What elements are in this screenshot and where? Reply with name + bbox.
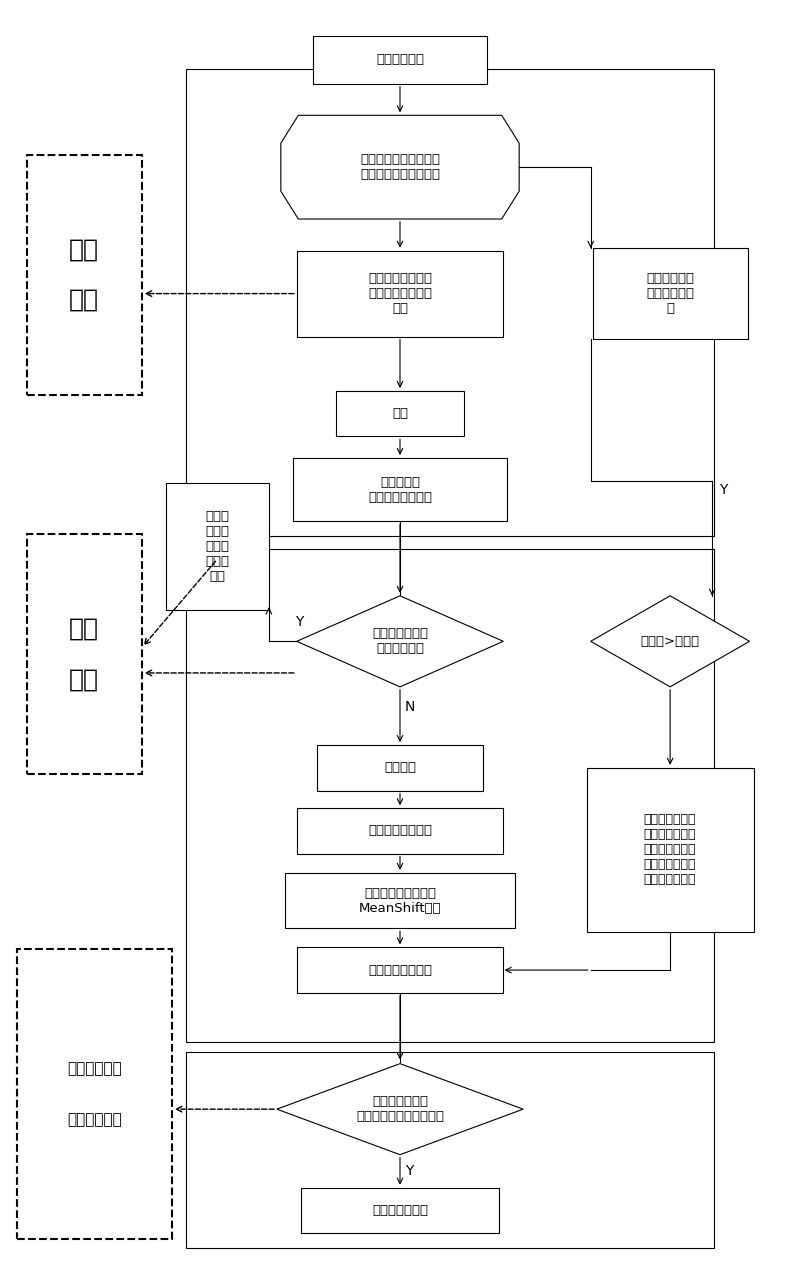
Text: 更新人头跟踪队列: 更新人头跟踪队列 bbox=[368, 824, 432, 837]
FancyBboxPatch shape bbox=[26, 533, 142, 775]
Text: 客流统计计数: 客流统计计数 bbox=[67, 1111, 122, 1126]
Text: 目标行为分析，
目标是否满足计数规则？: 目标行为分析， 目标是否满足计数规则？ bbox=[356, 1095, 444, 1123]
Text: 基于目标先验灰度统计
直方图的反向投影运算: 基于目标先验灰度统计 直方图的反向投影运算 bbox=[360, 154, 440, 182]
Text: 连通域标记
获得检测目标队列: 连通域标记 获得检测目标队列 bbox=[368, 475, 432, 504]
FancyBboxPatch shape bbox=[586, 768, 754, 932]
FancyBboxPatch shape bbox=[317, 745, 483, 790]
Text: 当前跟踪目标队
列是否为空？: 当前跟踪目标队 列是否为空？ bbox=[372, 627, 428, 655]
Text: Y: Y bbox=[719, 483, 727, 497]
Text: N: N bbox=[404, 700, 414, 714]
FancyBboxPatch shape bbox=[593, 248, 747, 339]
Text: 滤波: 滤波 bbox=[392, 408, 408, 420]
Text: 更新人头跟踪队列: 更新人头跟踪队列 bbox=[368, 964, 432, 977]
FancyBboxPatch shape bbox=[26, 155, 142, 395]
FancyBboxPatch shape bbox=[301, 1187, 499, 1233]
FancyBboxPatch shape bbox=[285, 872, 515, 928]
Text: 目标行为分析: 目标行为分析 bbox=[67, 1062, 122, 1076]
Text: 更新客流量数据: 更新客流量数据 bbox=[372, 1204, 428, 1217]
Text: Y: Y bbox=[406, 1165, 414, 1179]
FancyBboxPatch shape bbox=[297, 250, 503, 337]
Text: 虚警删除: 虚警删除 bbox=[384, 761, 416, 775]
Text: 灰度互相关关联匹配
MeanShift搜索: 灰度互相关关联匹配 MeanShift搜索 bbox=[358, 886, 442, 914]
Text: Y: Y bbox=[295, 616, 303, 630]
Text: 检测目
标直接
压入跟
踪目标
队列: 检测目 标直接 压入跟 踪目标 队列 bbox=[206, 511, 230, 583]
Polygon shape bbox=[590, 596, 750, 687]
Text: 更新目标先验
灰度统计直方
图: 更新目标先验 灰度统计直方 图 bbox=[646, 272, 694, 315]
Text: 计算符合计数规
则的目标的灰度
统计直方图与目
标先验灰度统计
直方图的相似度: 计算符合计数规 则的目标的灰度 统计直方图与目 标先验灰度统计 直方图的相似度 bbox=[644, 814, 696, 886]
Text: 检测: 检测 bbox=[70, 288, 99, 312]
FancyBboxPatch shape bbox=[166, 484, 269, 610]
Polygon shape bbox=[277, 1064, 523, 1154]
Text: 相似度>阈值？: 相似度>阈值？ bbox=[641, 635, 700, 648]
FancyBboxPatch shape bbox=[297, 947, 503, 993]
Text: 目标: 目标 bbox=[70, 237, 99, 262]
FancyBboxPatch shape bbox=[313, 36, 487, 84]
Polygon shape bbox=[297, 596, 503, 687]
FancyBboxPatch shape bbox=[337, 391, 463, 437]
FancyBboxPatch shape bbox=[17, 949, 172, 1240]
FancyBboxPatch shape bbox=[297, 808, 503, 853]
Text: 目标: 目标 bbox=[70, 617, 99, 640]
Text: 跟踪: 跟踪 bbox=[70, 667, 99, 691]
FancyBboxPatch shape bbox=[293, 458, 507, 521]
Polygon shape bbox=[281, 116, 519, 218]
Text: 反向投影图像序列
的差分、二值化等
运算: 反向投影图像序列 的差分、二值化等 运算 bbox=[368, 272, 432, 315]
Text: 输入视频图像: 输入视频图像 bbox=[376, 53, 424, 66]
